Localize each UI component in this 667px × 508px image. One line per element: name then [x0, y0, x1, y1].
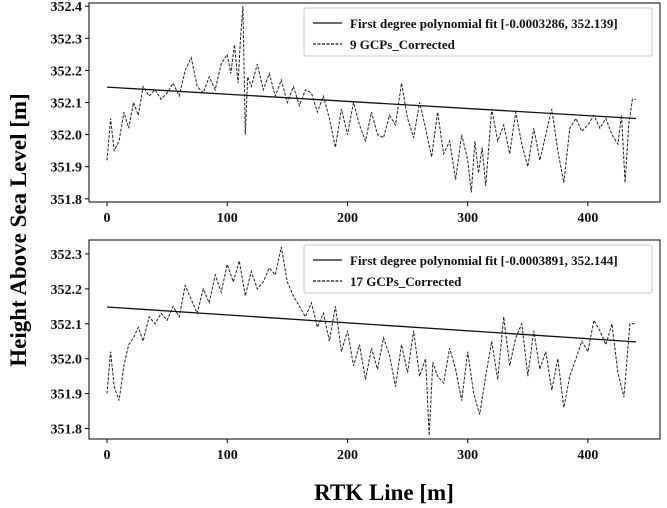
x-tick-label: 400: [577, 448, 598, 463]
x-tick-label: 200: [337, 211, 358, 226]
y-tick-label: 352.3: [51, 32, 83, 47]
top-panel: 0 100 200 300 400 351.8 351.9 352.0 352.1 352.2 35…: [51, 0, 661, 226]
y-tick-label: 351.8: [51, 193, 83, 208]
legend-box: [303, 244, 653, 294]
x-tick-label: 300: [457, 448, 478, 463]
legend-label: 17 GCPs_Corrected: [350, 274, 462, 289]
x-tick-label: 100: [217, 448, 238, 463]
bottom-panel: 0 100 200 300 400 351.8 351.9 352.0 352.1 352.2 35…: [51, 239, 661, 463]
x-tick-label: 100: [217, 211, 238, 226]
y-tick-label: 351.8: [51, 423, 83, 438]
shared-x-axis-label: RTK Line [m]: [314, 480, 454, 505]
corrected-series-line: [106, 6, 636, 193]
y-tick-label: 352.3: [51, 248, 83, 263]
y-tick-label: 351.9: [51, 161, 83, 176]
y-tick-label: 352.4: [51, 0, 83, 15]
y-tick-label: 352.1: [51, 97, 83, 112]
fit-series-line: [106, 306, 637, 343]
legend-label: 9 GCPs_Corrected: [350, 37, 456, 52]
y-tick-label: 352.1: [51, 318, 83, 333]
x-tick-label: 200: [337, 448, 358, 463]
legend-label: First degree polynomial fit [-0.0003891,…: [350, 253, 618, 268]
y-tick-label: 352.0: [51, 353, 83, 368]
fit-series-line: [106, 86, 637, 120]
x-tick-label: 300: [457, 211, 478, 226]
y-tick-label: 352.0: [51, 129, 83, 144]
shared-y-axis-label: Height Above Sea Level [m]: [6, 93, 31, 366]
y-tick-label: 352.2: [51, 64, 83, 79]
x-tick-label: 400: [577, 211, 598, 226]
x-tick-label: 0: [104, 448, 111, 463]
legend-label: First degree polynomial fit [-0.0003286,…: [350, 16, 618, 31]
plot-frame: [88, 239, 661, 440]
legend-box: [303, 7, 653, 57]
corrected-series-line: [106, 246, 636, 436]
y-tick-label: 352.2: [51, 283, 83, 298]
x-tick-label: 0: [104, 211, 111, 226]
y-tick-label: 351.9: [51, 388, 83, 403]
